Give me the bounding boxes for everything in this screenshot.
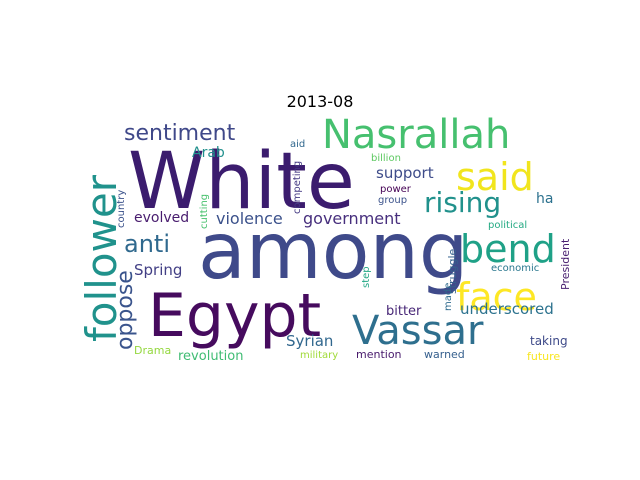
word-government: government (303, 209, 401, 228)
word-ha: ha (536, 191, 553, 207)
word-nasrallah: Nasrallah (322, 112, 510, 158)
word-evolved: evolved (134, 210, 189, 226)
word-rising: rising (424, 186, 501, 219)
word-warned: warned (424, 348, 465, 361)
word-arab: Arab (192, 145, 225, 161)
word-mention: mention (356, 348, 402, 361)
word-among: among (198, 207, 468, 297)
word-military: military (300, 350, 338, 361)
word-underscored: underscored (460, 300, 554, 318)
word-sentiment: sentiment (124, 121, 236, 146)
word-follower: follower (77, 174, 126, 342)
word-country: country (116, 190, 127, 228)
word-violence: violence (216, 209, 283, 228)
chart-title: 2013-08 (286, 92, 354, 111)
word-syrian: Syrian (286, 332, 333, 350)
word-vassar: Vassar (352, 308, 484, 354)
word-president: President (559, 238, 572, 290)
word-made: made (443, 283, 454, 311)
word-anti: anti (124, 230, 170, 258)
word-drama: Drama (134, 344, 171, 357)
word-face: face (456, 275, 537, 319)
word-white: White (128, 137, 355, 227)
word-future: future (527, 350, 560, 363)
word-revolution: revolution (178, 349, 243, 364)
word-aid: aid (290, 139, 305, 150)
word-taking: taking (530, 334, 568, 348)
word-political: political (488, 220, 527, 231)
word-cutting: cutting (199, 194, 210, 229)
word-spring: Spring (134, 261, 182, 279)
word-group: group (378, 195, 407, 206)
word-oppose: oppose (113, 270, 138, 350)
word-bend: bend (460, 227, 556, 271)
word-billion: billion (371, 153, 401, 164)
word-economic: economic (491, 263, 539, 274)
word-said: said (456, 155, 534, 199)
word-egypt: Egypt (148, 281, 321, 351)
word-step: step (361, 266, 372, 288)
word-support: support (376, 164, 434, 182)
word-struggle: struggle (446, 248, 459, 294)
word-competing: competing (292, 161, 303, 214)
word-power: power (380, 184, 412, 195)
word-bitter: bitter (386, 304, 422, 319)
